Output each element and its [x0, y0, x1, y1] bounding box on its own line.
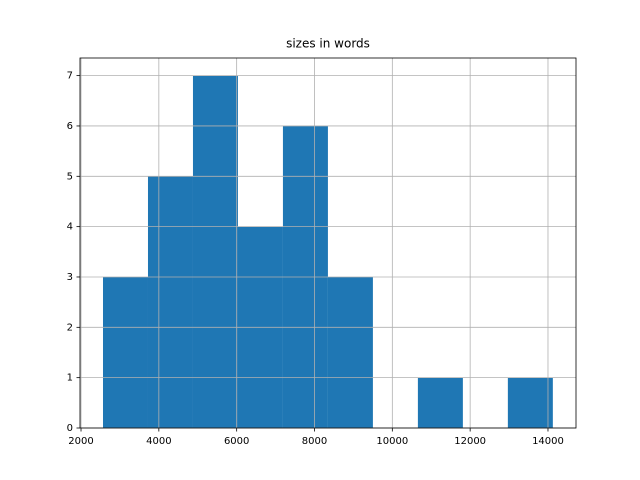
- x-tick-label: 12000: [454, 436, 486, 447]
- chart-title: sizes in words: [286, 37, 370, 51]
- y-tick-label: 0: [67, 423, 73, 434]
- x-tick-label: 10000: [376, 436, 408, 447]
- x-tick-label: 8000: [302, 436, 327, 447]
- y-tick-label: 7: [67, 71, 73, 82]
- x-tick-label: 14000: [532, 436, 564, 447]
- bar: [147, 176, 193, 428]
- y-tick-label: 5: [67, 171, 73, 182]
- plot-frame: [79, 57, 577, 429]
- bar: [417, 377, 463, 428]
- bar: [192, 75, 238, 428]
- y-tick-label: 3: [67, 272, 73, 283]
- y-tick-label: 1: [67, 373, 73, 384]
- y-tick-label: 4: [67, 222, 73, 233]
- x-tick-label: 2000: [68, 436, 93, 447]
- y-tick-label: 6: [67, 121, 73, 132]
- x-tick-label: 4000: [146, 436, 171, 447]
- y-tick-label: 2: [67, 322, 73, 333]
- bar: [507, 377, 553, 428]
- x-tick-label: 6000: [224, 436, 249, 447]
- bar: [102, 276, 148, 428]
- bar: [327, 276, 373, 428]
